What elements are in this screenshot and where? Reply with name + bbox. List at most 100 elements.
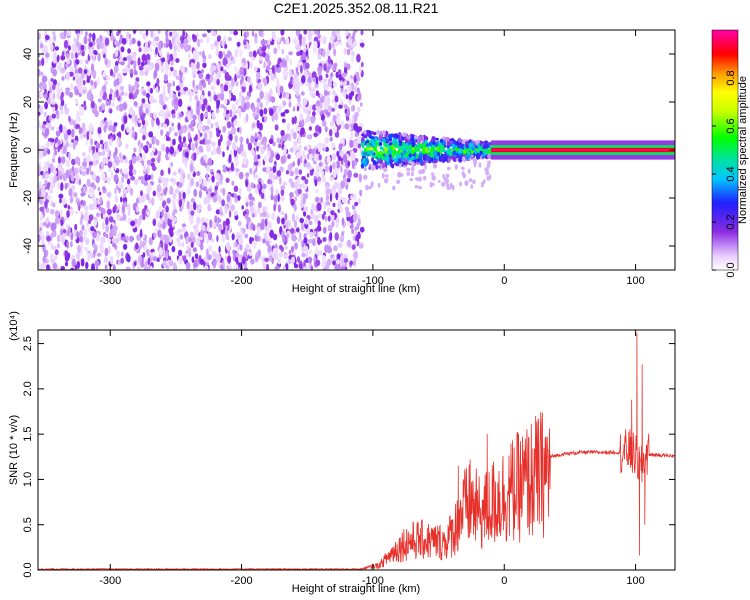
spectrogram-cell <box>68 152 71 161</box>
spectrogram-cell <box>85 157 91 163</box>
spectrogram-cell <box>145 108 149 114</box>
spectrogram-cell <box>191 256 195 263</box>
spectrogram-cell <box>360 102 363 107</box>
spectrogram-cell <box>216 255 221 263</box>
spectrogram-cell <box>323 78 328 83</box>
spectrogram-cell <box>145 193 150 201</box>
spectrogram-cell <box>264 115 268 122</box>
spectrogram-cell <box>195 134 198 141</box>
spectrogram-cell <box>70 232 74 241</box>
spectrogram-cell <box>301 36 306 43</box>
spectrogram-cell <box>175 75 181 81</box>
x-tick-label: -100 <box>362 275 384 287</box>
spectrogram-cell <box>95 264 99 270</box>
spectrogram-cell <box>239 136 244 143</box>
spectrogram-cell <box>189 217 194 225</box>
spectrogram-cell <box>366 140 370 144</box>
spectrogram-cell <box>288 70 293 77</box>
spectrogram-cell <box>454 164 458 170</box>
spectrogram-cell <box>113 80 118 87</box>
spectrogram-cell <box>342 89 346 97</box>
spectrogram-cell <box>168 227 173 235</box>
spectrogram-cell <box>444 136 450 143</box>
spectrogram-cell <box>280 135 284 144</box>
spectrogram-cell <box>393 157 399 163</box>
spectrogram-cell <box>168 215 174 220</box>
spectrogram-cell <box>76 252 80 260</box>
spectrogram-cell <box>326 155 331 165</box>
spectrogram-cell <box>325 73 329 79</box>
spectrogram-cell <box>86 78 90 84</box>
spectrogram-cell <box>187 89 192 96</box>
spectrogram-cell <box>395 153 399 157</box>
spectrogram-cell <box>415 153 419 159</box>
spectrogram-cell <box>303 237 308 244</box>
spectrogram-cell <box>299 156 303 164</box>
spectrogram-cell <box>206 118 211 125</box>
spectrogram-cell <box>233 30 239 36</box>
spectrogram-cell <box>98 105 103 113</box>
spectrogram-cell <box>329 136 333 142</box>
spectrogram-cell <box>142 127 146 135</box>
spectrogram-cell <box>321 120 327 127</box>
spectrogram-cell <box>262 183 267 189</box>
x-tick-label: -300 <box>99 575 121 587</box>
spectrogram-cell <box>54 149 58 156</box>
spectrogram-cell <box>260 222 265 231</box>
spectrogram-cell <box>163 135 167 141</box>
spectrogram-cell <box>308 148 313 154</box>
spectrogram-cell <box>103 231 106 237</box>
spectrogram-cell <box>80 166 84 172</box>
spectrogram-cell <box>46 264 50 270</box>
spectrogram-cell <box>114 204 117 213</box>
spectrogram-cell <box>196 147 200 156</box>
spectrogram-cell <box>166 82 172 88</box>
spectrogram-cell <box>423 175 427 181</box>
spectrogram-cell <box>117 203 121 211</box>
spectrogram-cell <box>40 229 44 237</box>
spectrogram-cell <box>184 159 188 168</box>
spectrogram-cell <box>94 260 100 267</box>
spectrogram-cell <box>252 112 257 118</box>
spectrogram-cell <box>461 171 465 176</box>
spectrogram-cell <box>45 141 50 149</box>
spectrogram-cell <box>262 238 266 244</box>
spectrogram-cell <box>67 45 71 51</box>
spectrogram-cell <box>467 168 471 174</box>
colorbar-tick-label: 0.8 <box>725 70 737 85</box>
spectrogram-cell <box>122 102 127 111</box>
spectrogram-cell <box>239 66 244 76</box>
spectrogram-cell <box>196 216 201 225</box>
spectrogram-cell <box>274 251 279 261</box>
spectrogram-cell <box>273 203 276 212</box>
spectrogram-cell <box>363 174 368 180</box>
spectrogram-cell <box>232 265 237 270</box>
spectrogram-cell <box>92 199 97 204</box>
spectrogram-cell <box>337 200 342 210</box>
spectrogram-cell <box>278 143 282 149</box>
spectrogram-cell <box>179 234 184 240</box>
spectrogram-cell <box>45 34 50 41</box>
spectrogram-cell <box>309 248 312 255</box>
spectrogram-cell <box>473 159 478 165</box>
spectrogram-cell <box>173 262 177 270</box>
spectrogram-cell <box>282 234 286 244</box>
spectrogram-cell <box>101 150 106 156</box>
spectrogram-cell <box>329 90 332 96</box>
spectrogram-cell <box>221 234 226 243</box>
spectrogram-cell <box>140 190 143 197</box>
spectrogram-cell <box>240 107 246 113</box>
spectrogram-cell <box>429 153 433 157</box>
spectrogram-cell <box>222 168 227 173</box>
spectrogram-cell <box>311 71 317 80</box>
spectrogram-cell <box>334 232 339 241</box>
spectrogram-cell <box>76 231 80 238</box>
spectrogram-cell <box>210 43 215 51</box>
spectrogram-cell <box>135 242 139 250</box>
spectrogram-cell <box>79 132 84 140</box>
spectrogram-cell <box>381 172 385 179</box>
spectrogram-cell <box>194 52 199 61</box>
spectrogram-cell <box>73 141 76 150</box>
spectrogram-cell <box>256 154 261 160</box>
spectrogram-cell <box>245 243 250 250</box>
